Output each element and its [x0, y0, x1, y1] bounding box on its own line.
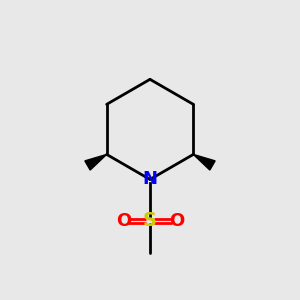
Text: N: N	[142, 170, 158, 188]
Text: O: O	[116, 212, 131, 230]
Text: O: O	[169, 212, 184, 230]
Text: S: S	[143, 211, 157, 230]
Polygon shape	[193, 154, 215, 170]
Polygon shape	[85, 154, 107, 170]
